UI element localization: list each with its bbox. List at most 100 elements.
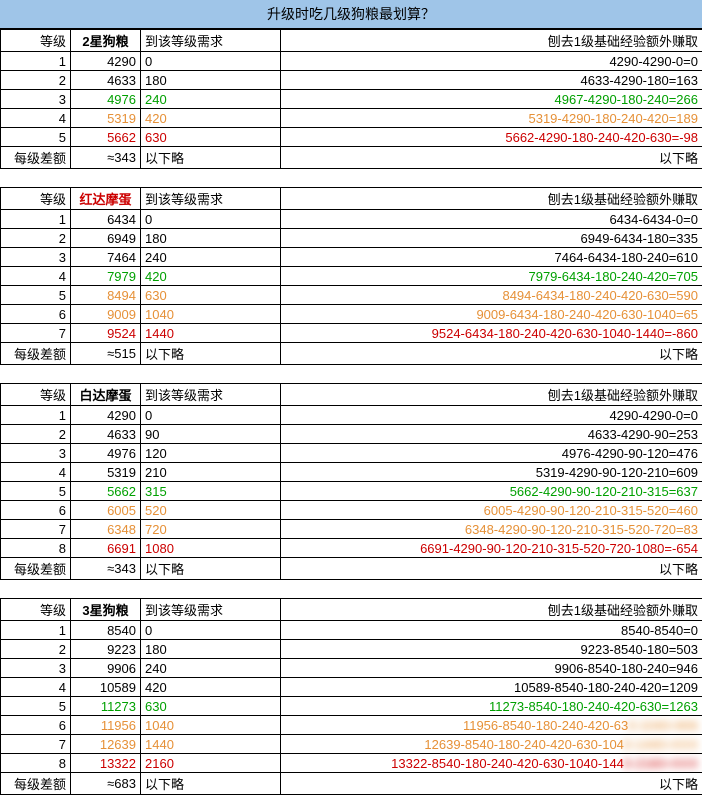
- cell-level: 3: [1, 248, 71, 267]
- diff-value: ≈683: [71, 773, 141, 795]
- cell-level: 3: [1, 444, 71, 463]
- cell-req: 0: [141, 52, 281, 71]
- cell-level: 1: [1, 52, 71, 71]
- data-table: 等级红达摩蛋到该等级需求刨去1级基础经验额外赚取1643406434-6434-…: [0, 187, 702, 365]
- cell-calc: 4967-4290-180-240=266: [281, 90, 702, 109]
- cell-req: 2160: [141, 754, 281, 773]
- cell-calc: 4633-4290-90=253: [281, 425, 702, 444]
- cell-calc: 5662-4290-90-120-210-315=637: [281, 482, 702, 501]
- cell-value: 9009: [71, 305, 141, 324]
- table-row: 269491806949-6434-180=335: [1, 229, 702, 248]
- table-row: 453194205319-4290-180-240-420=189: [1, 109, 702, 128]
- cell-calc: 4976-4290-90-120=476: [281, 444, 702, 463]
- cell-calc: 7979-6434-180-240-420=705: [281, 267, 702, 286]
- table-row: 453192105319-4290-90-120-210=609: [1, 463, 702, 482]
- cell-level: 3: [1, 659, 71, 678]
- table-row: 660055206005-4290-90-120-210-315-520=460: [1, 501, 702, 520]
- cell-req: 180: [141, 229, 281, 248]
- diff-label: 每级差额: [1, 773, 71, 795]
- cell-req: 420: [141, 267, 281, 286]
- cell-calc: 6434-6434-0=0: [281, 210, 702, 229]
- cell-level: 5: [1, 482, 71, 501]
- cell-value: 11273: [71, 697, 141, 716]
- cell-req: 120: [141, 444, 281, 463]
- cell-req: 420: [141, 109, 281, 128]
- cell-value: 6348: [71, 520, 141, 539]
- diff-row: 每级差额≈343以下略以下略: [1, 147, 702, 169]
- cell-req: 1040: [141, 716, 281, 735]
- table-row: 24633904633-4290-90=253: [1, 425, 702, 444]
- skip-label: 以下略: [281, 773, 702, 795]
- diff-row: 每级差额≈683以下略以下略: [1, 773, 702, 795]
- cell-level: 1: [1, 621, 71, 640]
- cell-level: 6: [1, 305, 71, 324]
- col-header-req: 到该等级需求: [141, 30, 281, 52]
- cell-value: 10589: [71, 678, 141, 697]
- cell-req: 240: [141, 248, 281, 267]
- cell-calc: 8540-8540=0: [281, 621, 702, 640]
- skip-label: 以下略: [281, 147, 702, 169]
- table-row: 1429004290-4290-0=0: [1, 406, 702, 425]
- cell-value: 8540: [71, 621, 141, 640]
- cell-level: 7: [1, 324, 71, 343]
- diff-row: 每级差额≈343以下略以下略: [1, 558, 702, 580]
- cell-value: 4633: [71, 425, 141, 444]
- cell-req: 1440: [141, 324, 281, 343]
- cell-req: 0: [141, 406, 281, 425]
- table-row: 1643406434-6434-0=0: [1, 210, 702, 229]
- cell-calc: 12639-8540-180-240-420-630-1040-1440=XXX: [281, 735, 702, 754]
- col-header-level: 等级: [1, 30, 71, 52]
- cell-calc: 6005-4290-90-120-210-315-520=460: [281, 501, 702, 520]
- cell-calc: 4290-4290-0=0: [281, 52, 702, 71]
- cell-level: 5: [1, 286, 71, 305]
- cell-calc: 9223-8540-180=503: [281, 640, 702, 659]
- cell-level: 2: [1, 71, 71, 90]
- cell-level: 5: [1, 128, 71, 147]
- cell-calc: 9906-8540-180-240=946: [281, 659, 702, 678]
- skip-label: 以下略: [141, 147, 281, 169]
- cell-value: 4290: [71, 52, 141, 71]
- cell-req: 0: [141, 210, 281, 229]
- cell-calc: 6949-6434-180=335: [281, 229, 702, 248]
- cell-req: 630: [141, 128, 281, 147]
- table-row: 556626305662-4290-180-240-420-630=-98: [1, 128, 702, 147]
- table-row: 479794207979-6434-180-240-420=705: [1, 267, 702, 286]
- cell-value: 12639: [71, 735, 141, 754]
- cell-calc: 4290-4290-0=0: [281, 406, 702, 425]
- diff-label: 每级差额: [1, 343, 71, 365]
- cell-req: 1080: [141, 539, 281, 558]
- skip-label: 以下略: [141, 343, 281, 365]
- cell-calc: 5319-4290-180-240-420=189: [281, 109, 702, 128]
- section-spacer: [0, 580, 702, 598]
- data-table: 等级白达摩蛋到该等级需求刨去1级基础经验额外赚取1429004290-4290-…: [0, 383, 702, 580]
- section-name: 2星狗粮: [71, 30, 141, 52]
- cell-req: 90: [141, 425, 281, 444]
- cell-calc: 11956-8540-180-240-420-630-1040=906: [281, 716, 702, 735]
- table-row: 1429004290-4290-0=0: [1, 52, 702, 71]
- cell-value: 5319: [71, 109, 141, 128]
- table-row: 763487206348-4290-90-120-210-315-520-720…: [1, 520, 702, 539]
- cell-value: 6005: [71, 501, 141, 520]
- table-row: 712639144012639-8540-180-240-420-630-104…: [1, 735, 702, 754]
- cell-value: 4976: [71, 444, 141, 463]
- cell-req: 630: [141, 286, 281, 305]
- table-row: 8669110806691-4290-90-120-210-315-520-72…: [1, 539, 702, 558]
- table-row: 584946308494-6434-180-240-420-630=590: [1, 286, 702, 305]
- data-table: 等级3星狗粮到该等级需求刨去1级基础经验额外赚取1854008540-8540=…: [0, 598, 702, 795]
- table-row: 41058942010589-8540-180-240-420=1209: [1, 678, 702, 697]
- cell-req: 1440: [141, 735, 281, 754]
- cell-req: 720: [141, 520, 281, 539]
- cell-level: 2: [1, 229, 71, 248]
- cell-req: 1040: [141, 305, 281, 324]
- col-header-req: 到该等级需求: [141, 188, 281, 210]
- col-header-calc: 刨去1级基础经验额外赚取: [281, 30, 702, 52]
- cell-value: 5662: [71, 482, 141, 501]
- cell-value: 9223: [71, 640, 141, 659]
- cell-req: 520: [141, 501, 281, 520]
- cell-level: 8: [1, 754, 71, 773]
- cell-value: 7979: [71, 267, 141, 286]
- cell-value: 13322: [71, 754, 141, 773]
- table-row: 7952414409524-6434-180-240-420-630-1040-…: [1, 324, 702, 343]
- cell-calc: 9524-6434-180-240-420-630-1040-1440=-860: [281, 324, 702, 343]
- cell-calc: 6691-4290-90-120-210-315-520-720-1080=-6…: [281, 539, 702, 558]
